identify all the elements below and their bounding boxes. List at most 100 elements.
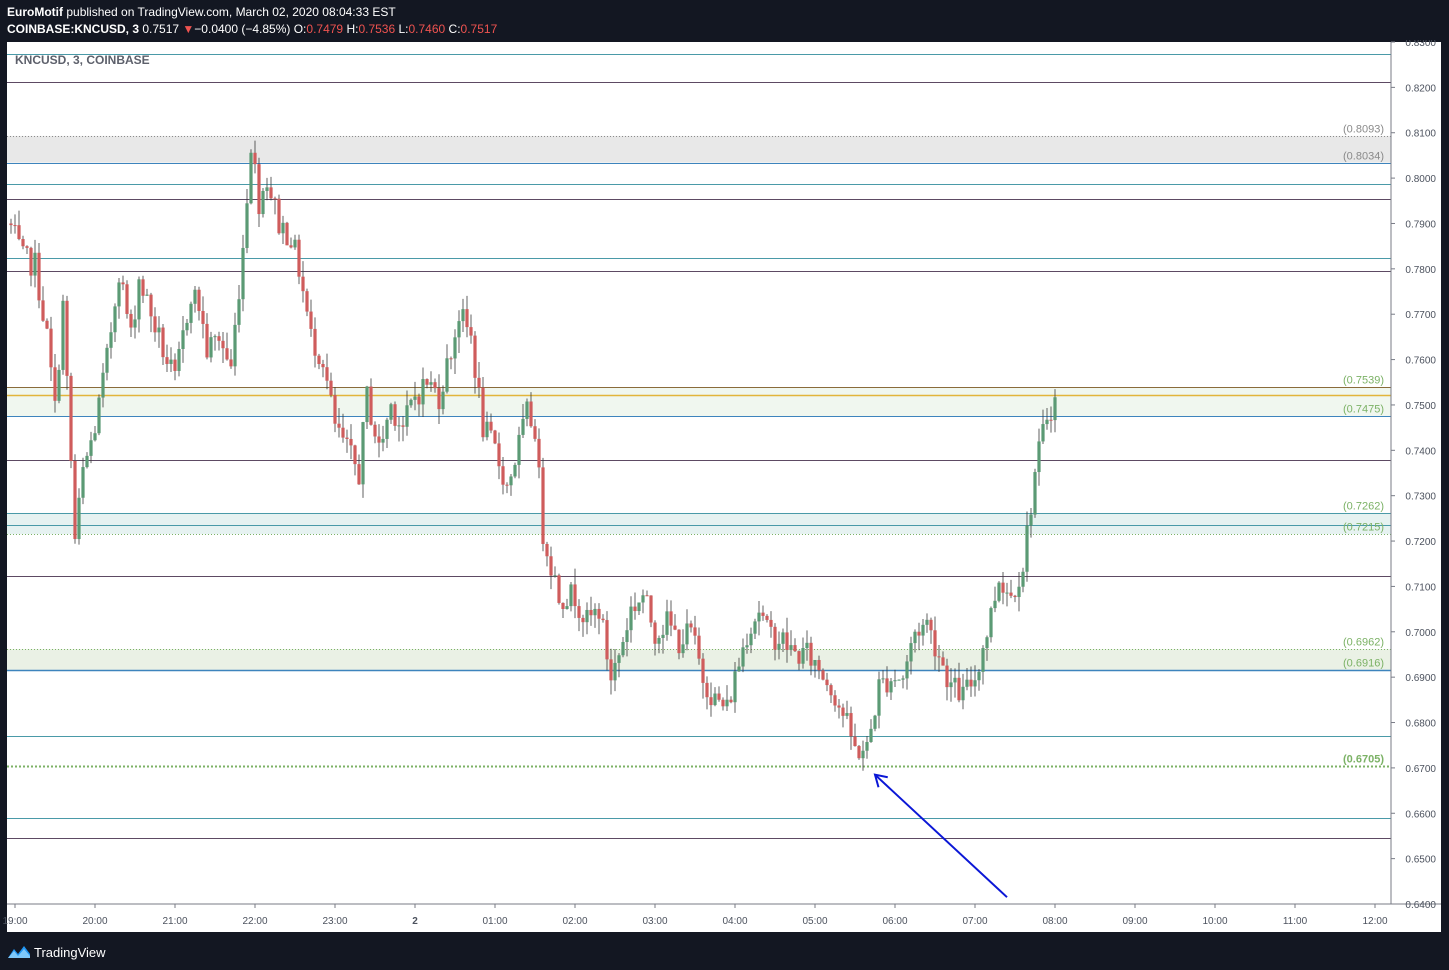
candle-body — [165, 357, 169, 364]
candle-body — [341, 427, 345, 438]
candle-body — [293, 239, 297, 248]
time-tick-label: 05:00 — [802, 916, 827, 927]
candle-body — [485, 421, 489, 438]
candle-body — [493, 430, 497, 444]
candle-body — [801, 647, 805, 664]
candle-body — [229, 359, 233, 367]
candle-body — [21, 239, 25, 247]
candle-body — [161, 327, 165, 358]
price-ticks: 0.6400 0.6500 0.6600 0.6700 0.6800 0.6900 0.70… — [1391, 40, 1436, 911]
candle-body — [333, 395, 337, 424]
price-tick-label: 0.6600 — [1405, 809, 1436, 820]
price-tick-label: 0.7600 — [1405, 356, 1436, 367]
candle-body — [1029, 514, 1033, 526]
candle-body — [753, 621, 757, 634]
price-axis[interactable] — [1391, 42, 1441, 904]
candle-body — [425, 379, 429, 385]
candle-body — [745, 645, 749, 648]
candle-body — [93, 433, 97, 441]
candle-body — [1033, 472, 1037, 515]
candle-body — [249, 152, 253, 204]
candle-body — [841, 707, 845, 716]
time-tick-label: 04:00 — [722, 916, 747, 927]
price-tick-label: 0.7900 — [1405, 219, 1436, 230]
candle-body — [373, 424, 377, 437]
time-tick-label: 08:00 — [1042, 916, 1067, 927]
candle-body — [561, 602, 565, 610]
time-axis[interactable] — [7, 904, 1441, 932]
price-tick-label: 0.8200 — [1405, 83, 1436, 94]
candle-body — [389, 404, 393, 420]
level-label: (0.7539) — [1343, 375, 1384, 387]
candle-body — [501, 466, 505, 485]
candle-body — [657, 637, 661, 644]
candle-body — [829, 685, 833, 696]
candle-body — [125, 284, 129, 314]
time-ticks: 19:00 20:00 21:00 22:00 23:00 2 01:00 02:00 03:0… — [2, 904, 1388, 927]
high-label: H: — [346, 22, 359, 36]
candle-body — [697, 635, 701, 659]
candle-body — [665, 611, 669, 635]
low-label: L: — [398, 22, 409, 36]
candle-body — [749, 633, 753, 646]
candle-body — [865, 741, 869, 751]
author-name[interactable]: EuroMotif — [7, 5, 63, 19]
candle-body — [89, 440, 93, 456]
candle-body — [989, 608, 993, 638]
close-value: 0.7517 — [460, 22, 498, 36]
candle-body — [65, 300, 69, 376]
price-tick-label: 0.8000 — [1405, 174, 1436, 185]
candle-body — [417, 396, 421, 405]
candle-body — [41, 300, 45, 321]
candle-body — [453, 337, 457, 359]
candle-body — [137, 279, 141, 320]
candle-body — [985, 637, 989, 649]
candle-body — [73, 460, 77, 540]
candle-body — [17, 225, 21, 240]
candle-body — [145, 294, 149, 296]
candle-body — [677, 629, 681, 654]
level-label: (0.7262) — [1343, 501, 1384, 513]
candle-body — [37, 252, 41, 301]
annotation-arrow-head — [873, 773, 888, 788]
candle-body — [585, 609, 589, 623]
candle-body — [313, 328, 317, 356]
candle-body — [433, 382, 437, 389]
price-tick-label: 0.7800 — [1405, 265, 1436, 276]
annotation-arrow[interactable] — [874, 773, 1008, 898]
time-tick-label: 21:00 — [162, 916, 187, 927]
published-text: published on TradingView.com, March 02, … — [66, 5, 396, 19]
candle-body — [701, 658, 705, 683]
time-tick-label: 03:00 — [642, 916, 667, 927]
candle-body — [117, 282, 121, 307]
candle-body — [769, 619, 773, 627]
time-tick-label: 22:00 — [242, 916, 267, 927]
candle-body — [477, 377, 481, 388]
price-chart[interactable]: (0.8093) (0.8034) (0.7539) (0.7475) (0.7262)… — [0, 40, 1449, 935]
candle-body — [489, 421, 493, 431]
candle-body — [317, 355, 321, 365]
candle-body — [57, 369, 61, 401]
candle-body — [173, 359, 177, 371]
candle-body — [297, 239, 301, 277]
candle-body — [641, 595, 645, 603]
candle-body — [721, 699, 725, 707]
candle-body — [13, 225, 17, 227]
candle-body — [681, 644, 685, 654]
candle-body — [241, 247, 245, 300]
candle-body — [421, 379, 425, 405]
candle-body — [33, 252, 37, 276]
candle-body — [153, 316, 157, 333]
footer-brand[interactable]: TradingView — [34, 945, 106, 960]
candle-body — [605, 620, 609, 660]
plot-area[interactable] — [7, 42, 1391, 904]
candle-body — [481, 387, 485, 438]
candles-layer — [9, 140, 1057, 771]
candle-body — [517, 434, 521, 465]
candle-body — [661, 634, 665, 638]
candle-body — [9, 223, 13, 226]
tradingview-logo-icon[interactable] — [7, 944, 31, 960]
candle-body — [937, 656, 941, 658]
time-tick-label: 20:00 — [82, 916, 107, 927]
candle-body — [197, 289, 201, 311]
